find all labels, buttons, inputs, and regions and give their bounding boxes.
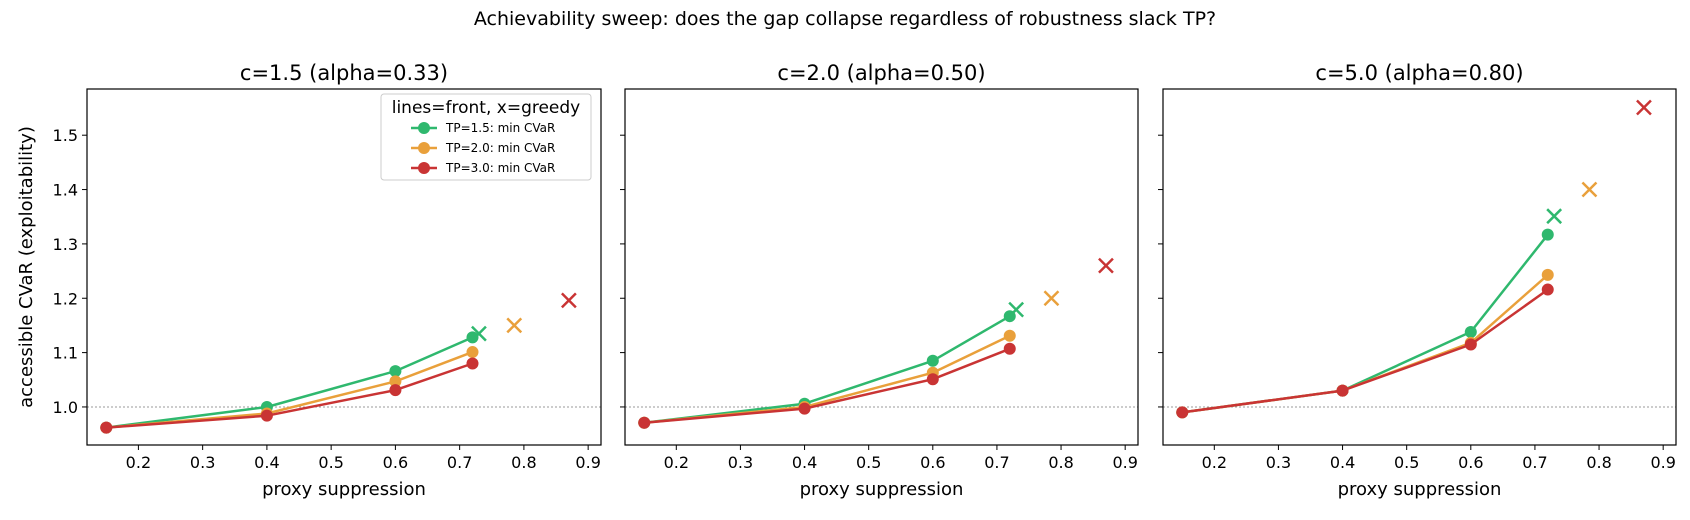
greedy-marker: [1581, 181, 1598, 198]
y-tick-label: 1.1: [53, 344, 78, 363]
x-tick-label: 0.3: [1266, 453, 1291, 472]
series-tp3.0: [638, 257, 1114, 429]
x-tick-label: 0.4: [792, 453, 817, 472]
front-point: [1464, 338, 1477, 351]
front-line: [106, 350, 473, 429]
y-tick-label: 1.3: [53, 235, 78, 254]
series-tp2.0: [100, 317, 523, 434]
panel-title: c=1.5 (alpha=0.33): [240, 61, 448, 85]
panels: c=1.5 (alpha=0.33) 0.2 0.3 0.4 0.5 0.6 0.7 0.8 0…: [16, 61, 1677, 500]
y-tick-label: 1.2: [53, 289, 78, 308]
axes-frame: [624, 88, 1139, 446]
legend-title: lines=front, x=greedy: [392, 98, 581, 118]
x-tick-label: 0.6: [920, 453, 945, 472]
front-point: [1003, 329, 1016, 342]
panel-2: c=2.0 (alpha=0.50) 0.2 0.3 0.4 0.5 0.6 0.7 0.8 0…: [620, 61, 1139, 500]
x-tick-label: 0.3: [728, 453, 753, 472]
front-point: [389, 365, 402, 378]
panel-title: c=5.0 (alpha=0.80): [1315, 61, 1523, 85]
y-tick-label: 1.0: [53, 398, 78, 417]
front-line: [644, 315, 1011, 424]
x-tick-label: 0.5: [856, 453, 881, 472]
legend-marker-tp2.0: [418, 142, 430, 154]
x-tick-label: 0.8: [1586, 453, 1611, 472]
greedy-marker: [506, 317, 523, 334]
x-tick-label: 0.8: [1048, 453, 1073, 472]
front-point: [1336, 384, 1349, 397]
greedy-marker: [1636, 99, 1652, 116]
x-axis-label: proxy suppression: [1338, 479, 1502, 500]
front-point: [1464, 325, 1477, 338]
legend: lines=front, x=greedy TP=1.5: min CVaR T…: [380, 93, 592, 181]
greedy-marker: [1043, 290, 1060, 307]
legend-marker-tp1.5: [418, 122, 430, 134]
x-tick-label: 0.9: [1650, 453, 1675, 472]
legend-frame: [380, 93, 592, 181]
x-tick-label: 0.3: [190, 453, 215, 472]
x-tick-label: 0.7: [447, 453, 472, 472]
series-tp3.0: [100, 292, 577, 434]
front-point: [389, 375, 402, 388]
front-point: [466, 346, 479, 359]
front-line: [1182, 288, 1549, 414]
front-point: [260, 409, 273, 422]
front-point: [1003, 342, 1016, 355]
x-tick-label: 0.7: [1522, 453, 1547, 472]
front-point: [100, 421, 113, 434]
front-point: [1176, 406, 1189, 419]
front-line: [106, 362, 473, 429]
panel-3: c=5.0 (alpha=0.80) 0.2 0.3 0.4 0.5 0.6 0.7 0.8 0…: [1158, 61, 1677, 500]
front-point: [638, 416, 651, 429]
x-tick-label: 0.4: [1330, 453, 1355, 472]
greedy-marker: [471, 325, 487, 342]
front-point: [389, 384, 402, 397]
x-tick-label: 0.7: [984, 453, 1009, 472]
front-line: [644, 347, 1011, 424]
front-point: [466, 331, 479, 344]
x-tick-label: 0.9: [1112, 453, 1137, 472]
x-tick-label: 0.8: [511, 453, 536, 472]
x-tick-label: 0.6: [383, 453, 408, 472]
x-tick-label: 0.9: [575, 453, 600, 472]
x-axis-label: proxy suppression: [800, 479, 964, 500]
y-tick-label: 1.5: [53, 126, 78, 145]
panel-1: c=1.5 (alpha=0.33) 0.2 0.3 0.4 0.5 0.6 0.7 0.8 0…: [16, 61, 602, 500]
y-axis-label: accessible CVaR (exploitability): [16, 126, 37, 408]
legend-label-tp1.5: TP=1.5: min CVaR: [445, 121, 555, 135]
x-axis-label: proxy suppression: [262, 479, 426, 500]
front-line: [106, 336, 474, 429]
x-tick-label: 0.2: [1202, 453, 1227, 472]
greedy-marker: [560, 292, 577, 309]
front-point: [1541, 228, 1554, 241]
legend-label-tp3.0: TP=3.0: min CVaR: [445, 161, 555, 175]
x-tick-label: 0.6: [1458, 453, 1483, 472]
axes-frame: [1162, 88, 1677, 446]
x-tick-label: 0.2: [664, 453, 689, 472]
x-tick-label: 0.5: [318, 453, 343, 472]
greedy-marker: [1546, 208, 1563, 225]
x-tick-label: 0.5: [1394, 453, 1419, 472]
series-tp2.0: [638, 290, 1060, 429]
front-point: [1541, 283, 1554, 296]
front-point: [926, 354, 939, 367]
y-tick-label: 1.4: [53, 181, 78, 200]
front-point: [926, 373, 939, 386]
figure-title: Achievability sweep: does the gap collap…: [474, 8, 1216, 30]
front-point: [798, 402, 811, 415]
greedy-marker: [1008, 301, 1025, 318]
front-point: [1541, 268, 1554, 281]
series-tp3.0: [1176, 99, 1652, 419]
legend-marker-tp3.0: [418, 162, 430, 174]
legend-label-tp2.0: TP=2.0: min CVaR: [445, 141, 555, 155]
panel-title: c=2.0 (alpha=0.50): [777, 61, 985, 85]
front-point: [466, 357, 479, 370]
greedy-marker: [1098, 257, 1114, 274]
x-tick-label: 0.4: [254, 453, 279, 472]
axes-frame: [86, 88, 602, 446]
front-line: [1182, 273, 1549, 414]
x-tick-label: 0.2: [126, 453, 151, 472]
